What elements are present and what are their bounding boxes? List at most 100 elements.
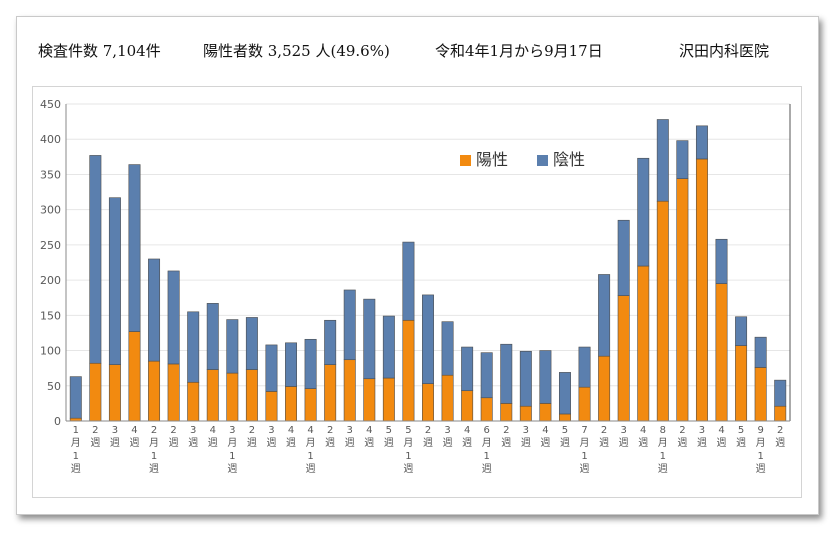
bar-negative: [656, 119, 669, 202]
bar-negative: [245, 317, 258, 370]
bar-negative: [617, 219, 630, 296]
x-tick-label: 週: [677, 437, 687, 449]
x-tick-label: 4: [210, 425, 216, 436]
bar-negative: [519, 350, 532, 407]
bar-positive: [382, 377, 395, 422]
bar-positive: [324, 364, 337, 422]
bar-positive: [461, 390, 474, 422]
bar-positive: [206, 369, 219, 422]
x-tick-label: 週: [247, 437, 257, 449]
y-tick-label: 400: [40, 133, 61, 146]
x-tick-label: 3: [347, 425, 353, 436]
x-tick-label: 1: [660, 451, 666, 462]
x-tick-label: 2: [425, 425, 431, 436]
x-tick-label: 7: [581, 425, 587, 436]
x-tick-label: 週: [756, 463, 766, 475]
x-tick-label: 週: [90, 437, 100, 449]
x-tick-label: 5: [738, 425, 744, 436]
bar-positive: [108, 364, 121, 422]
report-period: 令和4年1月から9月17日: [435, 42, 603, 60]
x-tick-label: 週: [325, 437, 335, 449]
x-tick-label: 2: [151, 425, 157, 436]
bar-negative: [539, 350, 552, 404]
x-tick-label: 4: [542, 425, 548, 436]
x-tick-label: 4: [131, 425, 137, 436]
x-tick-label: 週: [736, 437, 746, 449]
bar-positive: [89, 362, 102, 422]
x-tick-label: 1: [484, 451, 490, 462]
legend-negative-swatch: [537, 155, 548, 166]
bar-negative: [343, 289, 356, 361]
x-tick-label: 月: [580, 437, 590, 449]
x-tick-label: 1: [581, 451, 587, 462]
bar-negative: [441, 321, 454, 376]
bar-positive: [774, 405, 787, 422]
x-tick-label: 4: [307, 425, 313, 436]
y-tick-label: 0: [54, 415, 61, 428]
legend-positive: 陽性: [460, 146, 508, 170]
x-tick-label: 週: [560, 437, 570, 449]
x-tick-label: 3: [229, 425, 235, 436]
y-tick-label: 350: [40, 168, 61, 181]
bar-positive: [656, 200, 669, 422]
y-tick-label: 150: [40, 309, 61, 322]
x-tick-label: 週: [129, 437, 139, 449]
x-tick-label: 2: [503, 425, 509, 436]
positive-count: 陽性者数 3,525 人(49.6%): [203, 42, 390, 60]
bar-positive: [343, 359, 356, 422]
bar-negative: [422, 294, 434, 384]
x-tick-label: 週: [697, 437, 707, 449]
bar-positive: [578, 386, 591, 422]
x-tick-label: 3: [444, 425, 450, 436]
x-tick-label: 月: [658, 437, 668, 449]
chart-frame: [32, 86, 802, 498]
x-tick-label: 週: [286, 437, 296, 449]
bar-positive: [402, 319, 415, 422]
legend-positive-label: 陽性: [476, 150, 509, 169]
x-tick-label: 5: [562, 425, 568, 436]
bar-negative: [578, 346, 591, 388]
report-header: 検査件数 7,104件 陽性者数 3,525 人(49.6%) 令和4年1月から…: [38, 40, 798, 64]
bar-negative: [754, 336, 767, 368]
x-tick-label: 週: [462, 437, 472, 449]
bar-negative: [480, 352, 493, 399]
x-tick-label: 4: [640, 425, 646, 436]
x-tick-label: 2: [679, 425, 685, 436]
bar-negative: [676, 140, 689, 179]
bar-positive: [265, 391, 278, 422]
x-tick-label: 週: [580, 463, 590, 475]
x-tick-label: 週: [188, 437, 198, 449]
y-tick-label: 50: [47, 380, 61, 393]
x-tick-label: 1: [757, 451, 763, 462]
bar-negative: [226, 319, 239, 374]
bar-positive: [245, 369, 258, 422]
x-tick-label: 6: [484, 425, 490, 436]
x-tick-label: 3: [523, 425, 529, 436]
bar-negative: [69, 376, 82, 419]
x-tick-label: 週: [482, 463, 492, 475]
bar-positive: [128, 331, 141, 422]
x-tick-label: 週: [266, 437, 276, 449]
x-tick-label: 3: [190, 425, 196, 436]
bar-negative: [461, 346, 474, 392]
bar-positive: [598, 355, 611, 422]
x-tick-label: 週: [501, 437, 511, 449]
bar-negative: [187, 311, 200, 383]
x-tick-label: 月: [403, 437, 413, 449]
bar-positive: [735, 345, 748, 422]
bar-positive: [637, 265, 650, 422]
y-tick-label: 200: [40, 274, 61, 287]
x-tick-label: 5: [386, 425, 392, 436]
x-tick-label: 月: [306, 437, 316, 449]
x-tick-label: 週: [149, 463, 159, 475]
x-tick-label: 1: [307, 451, 313, 462]
x-tick-label: 1: [73, 425, 79, 436]
x-tick-label: 2: [327, 425, 333, 436]
x-tick-label: 3: [268, 425, 274, 436]
bar-negative: [89, 155, 102, 364]
bar-negative: [558, 372, 571, 415]
bar-positive: [363, 378, 376, 422]
x-tick-label: 週: [619, 437, 629, 449]
x-tick-label: 週: [345, 437, 355, 449]
